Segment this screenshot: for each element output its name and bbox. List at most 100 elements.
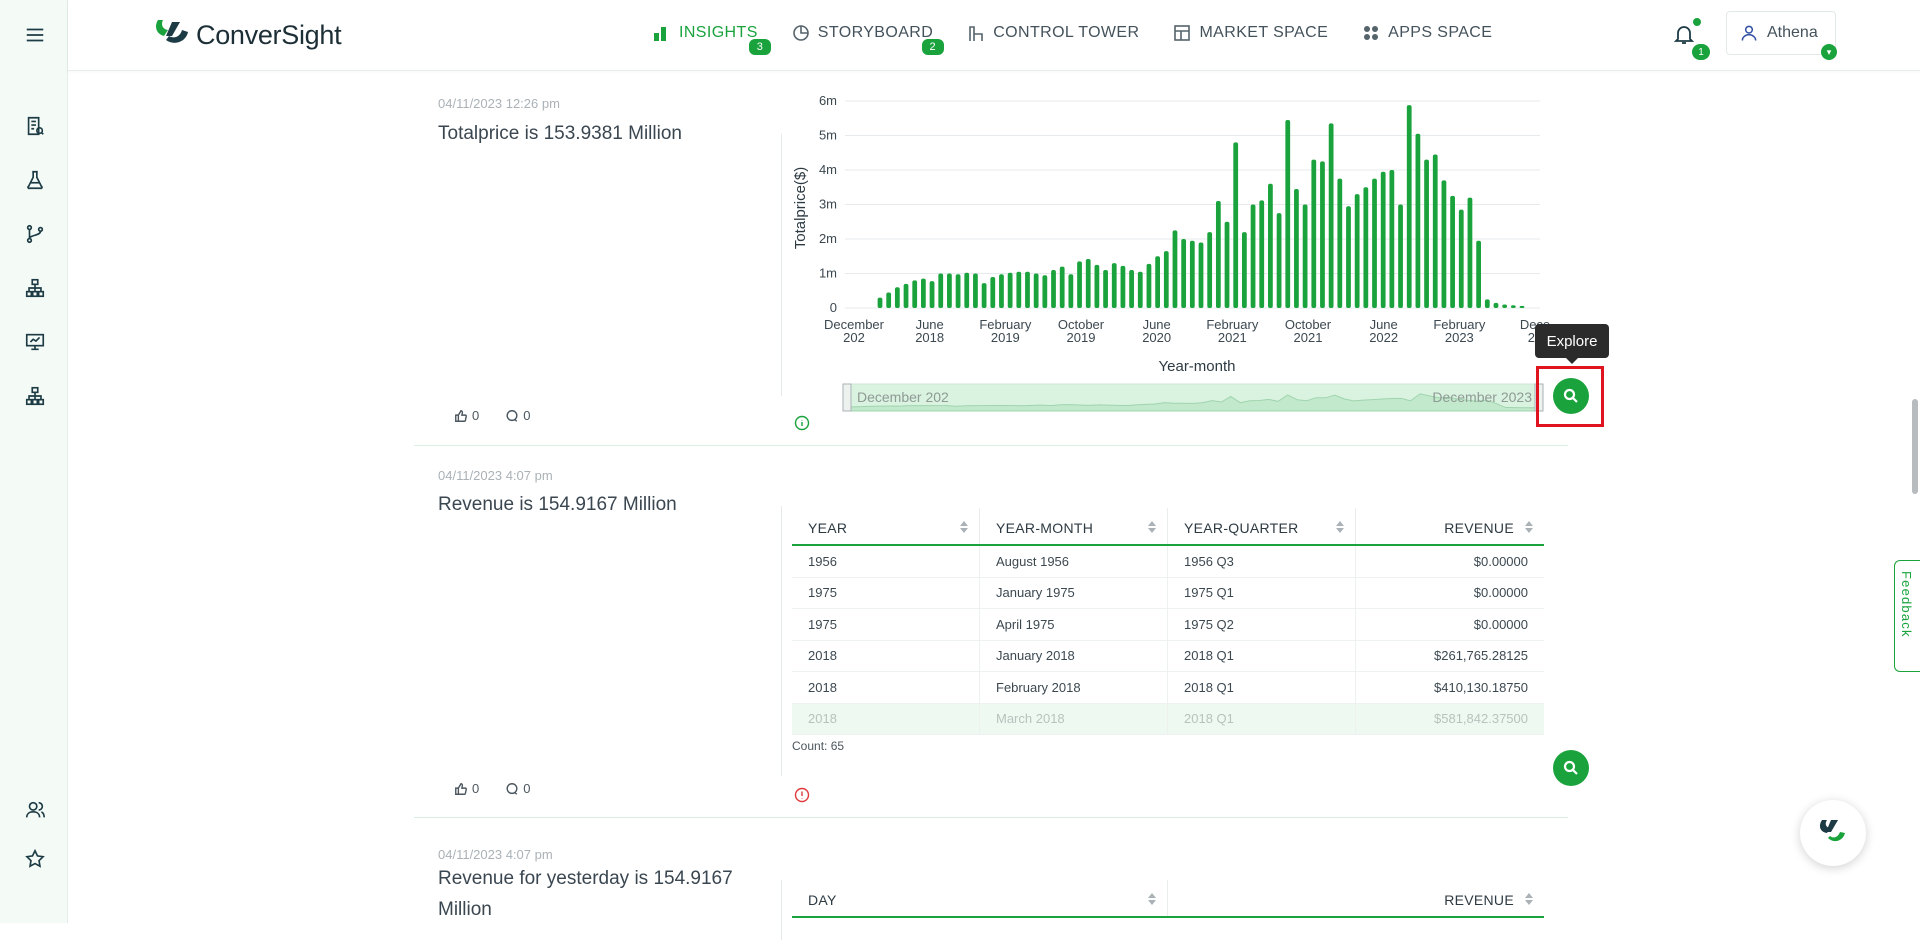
table-cell: 2018 Q1: [1168, 672, 1356, 703]
feedback-label: Feedback: [1899, 571, 1914, 638]
comment-button[interactable]: 0: [505, 408, 530, 423]
nav-market-space[interactable]: MARKET SPACE: [1173, 24, 1328, 42]
like-count: 0: [472, 408, 480, 423]
card-divider: [781, 134, 782, 396]
brand-logo[interactable]: ConverSight: [152, 16, 342, 54]
comment-icon: [506, 409, 518, 422]
revenue-table: YEAR YEAR-MONTH YEAR-QUARTER REVENUE 195…: [792, 508, 1544, 735]
table-row[interactable]: 1956 August 1956 1956 Q3 $0.00000: [792, 546, 1544, 578]
user-menu-caret[interactable]: ▾: [1821, 44, 1837, 60]
hamburger-menu-icon[interactable]: [22, 22, 48, 48]
card-title: Revenue is 154.9167 Million: [438, 494, 677, 515]
explore-highlight-box: [1536, 366, 1604, 427]
left-rail: [0, 0, 68, 923]
presentation-icon[interactable]: [22, 329, 48, 355]
table-row[interactable]: 1975 April 1975 1975 Q2 $0.00000: [792, 609, 1544, 641]
column-header-label: REVENUE: [1444, 892, 1514, 908]
nav-insights-badge: 3: [749, 39, 771, 55]
feedback-tab[interactable]: Feedback: [1894, 560, 1920, 672]
insight-card-revenue-yesterday: 04/11/2023 4:07 pm Revenue for yesterday…: [414, 818, 1568, 940]
explore-button-revenue[interactable]: [1553, 750, 1589, 786]
info-icon[interactable]: [794, 415, 810, 431]
revenue-yesterday-table: DAY REVENUE: [792, 880, 1544, 918]
conversight-logo-icon: [152, 16, 190, 54]
nav-control-tower-label: CONTROL TOWER: [993, 24, 1140, 41]
nav-storyboard-label: STORYBOARD: [817, 24, 934, 41]
column-header-year[interactable]: YEAR: [792, 508, 980, 544]
table-row[interactable]: 1975 January 1975 1975 Q1 $0.00000: [792, 577, 1544, 609]
table-cell: 2018: [792, 703, 980, 734]
comment-count: 0: [523, 781, 531, 796]
apps-grid-icon: [1364, 26, 1379, 40]
insights-icon[interactable]: [22, 113, 48, 139]
table-cell: 1975 Q1: [1168, 577, 1356, 608]
table-cell: 2018: [792, 640, 980, 671]
like-button[interactable]: 0: [454, 781, 479, 796]
card-date: 04/11/2023 4:07 pm: [438, 847, 553, 862]
branch-icon[interactable]: [22, 221, 48, 247]
assistant-chat-button[interactable]: [1800, 800, 1866, 866]
sort-icon: [1525, 893, 1533, 905]
table-cell: 2018 Q1: [1168, 640, 1356, 671]
column-header-revenue[interactable]: REVENUE: [1356, 508, 1544, 544]
insight-card-totalprice: 04/11/2023 12:26 pm Totalprice is 153.93…: [414, 71, 1568, 446]
search-icon: [1563, 760, 1578, 775]
nav-storyboard[interactable]: STORYBOARD 2: [792, 24, 944, 55]
table-row[interactable]: 2018 January 2018 2018 Q1 $261,765.28125: [792, 640, 1544, 672]
card-date: 04/11/2023 4:07 pm: [438, 468, 553, 483]
table-cell: 1975: [792, 609, 980, 640]
sort-icon: [960, 521, 968, 533]
table-cell: 1975 Q2: [1168, 609, 1356, 640]
table-cell: 2018: [792, 672, 980, 703]
search-icon: [1563, 388, 1578, 403]
table-row[interactable]: 2018 March 2018 2018 Q1 $581,842.37500: [792, 703, 1544, 735]
card-divider: [781, 506, 782, 776]
column-header-label: REVENUE: [1444, 520, 1514, 536]
column-header-year-quarter[interactable]: YEAR-QUARTER: [1168, 508, 1356, 544]
notification-dot: [1693, 18, 1701, 26]
thumbs-up-icon: [455, 782, 467, 795]
nav-apps-space[interactable]: APPS SPACE: [1362, 24, 1492, 42]
brand-name: ConverSight: [196, 19, 342, 50]
page-scrollbar[interactable]: [1912, 399, 1918, 494]
table-cell: February 2018: [980, 672, 1168, 703]
bell-icon[interactable]: [1672, 22, 1698, 48]
column-header-day[interactable]: DAY: [792, 880, 1168, 916]
table-cell: 1975: [792, 577, 980, 608]
like-button[interactable]: 0: [454, 408, 479, 423]
tower-icon: [969, 26, 984, 41]
card-divider: [781, 880, 782, 940]
hierarchy-icon[interactable]: [22, 275, 48, 301]
table-body: 1956 August 1956 1956 Q3 $0.00000 1975 Januar…: [792, 546, 1544, 735]
flask-icon[interactable]: [22, 167, 48, 193]
nav-control-tower[interactable]: CONTROL TOWER: [967, 24, 1139, 42]
nav-storyboard-badge: 2: [921, 39, 944, 55]
warning-info-icon[interactable]: [794, 787, 810, 803]
column-header-revenue[interactable]: REVENUE: [1168, 880, 1544, 916]
table-cell: $261,765.28125: [1434, 648, 1528, 664]
table-cell: 1956 Q3: [1168, 546, 1356, 577]
card-date: 04/11/2023 12:26 pm: [438, 96, 560, 111]
user-menu[interactable]: Athena: [1726, 11, 1836, 55]
top-header: [68, 0, 1920, 71]
column-header-label: YEAR-MONTH: [996, 520, 1094, 536]
users-icon[interactable]: [22, 797, 48, 823]
notification-count-badge: 1: [1692, 44, 1710, 60]
org-chart-icon[interactable]: [22, 383, 48, 409]
column-header-year-month[interactable]: YEAR-MONTH: [980, 508, 1168, 544]
store-icon: [1174, 25, 1191, 41]
sort-icon: [1525, 521, 1533, 533]
table-cell: August 1956: [980, 546, 1168, 577]
explore-tooltip: Explore: [1535, 324, 1609, 364]
nav-insights[interactable]: INSIGHTS 3: [653, 24, 771, 55]
explore-button[interactable]: [1553, 378, 1589, 414]
table-row[interactable]: 2018 February 2018 2018 Q1 $410,130.18750: [792, 672, 1544, 704]
table-cell: $0.00000: [1473, 616, 1528, 632]
comment-button[interactable]: 0: [505, 781, 530, 796]
star-icon[interactable]: [22, 846, 48, 872]
sort-icon: [1336, 521, 1344, 533]
table-cell: 2018 Q1: [1168, 703, 1356, 734]
card-title: Totalprice is 153.9381 Million: [438, 123, 682, 144]
user-name: Athena: [1767, 24, 1818, 41]
main-nav: INSIGHTS 3 STORYBOARD 2 CONTROL TOWER MA…: [653, 24, 1526, 55]
